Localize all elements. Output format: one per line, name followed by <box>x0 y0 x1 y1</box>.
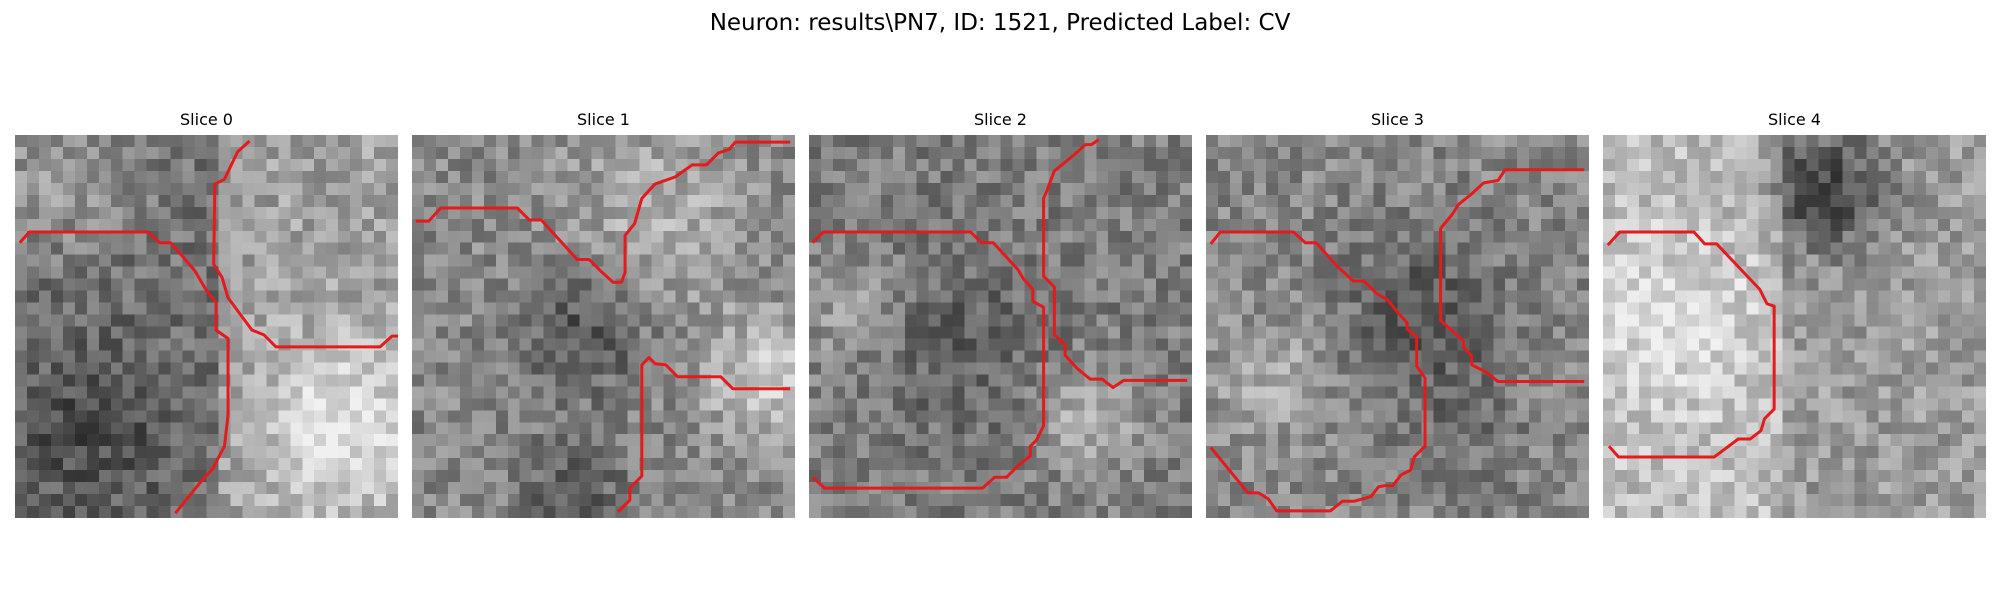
slice-image-2 <box>809 135 1192 518</box>
slice-image-0 <box>15 135 398 518</box>
slice-image-1 <box>412 135 795 518</box>
slice-title-3: Slice 3 <box>1371 110 1424 129</box>
slice-title-2: Slice 2 <box>974 110 1027 129</box>
slice-title-4: Slice 4 <box>1768 110 1821 129</box>
slice-title-0: Slice 0 <box>180 110 233 129</box>
slice-title-1: Slice 1 <box>577 110 630 129</box>
figure-title: Neuron: results\PN7, ID: 1521, Predicted… <box>709 10 1291 36</box>
slice-image-4 <box>1603 135 1986 518</box>
slice-image-3 <box>1206 135 1589 518</box>
